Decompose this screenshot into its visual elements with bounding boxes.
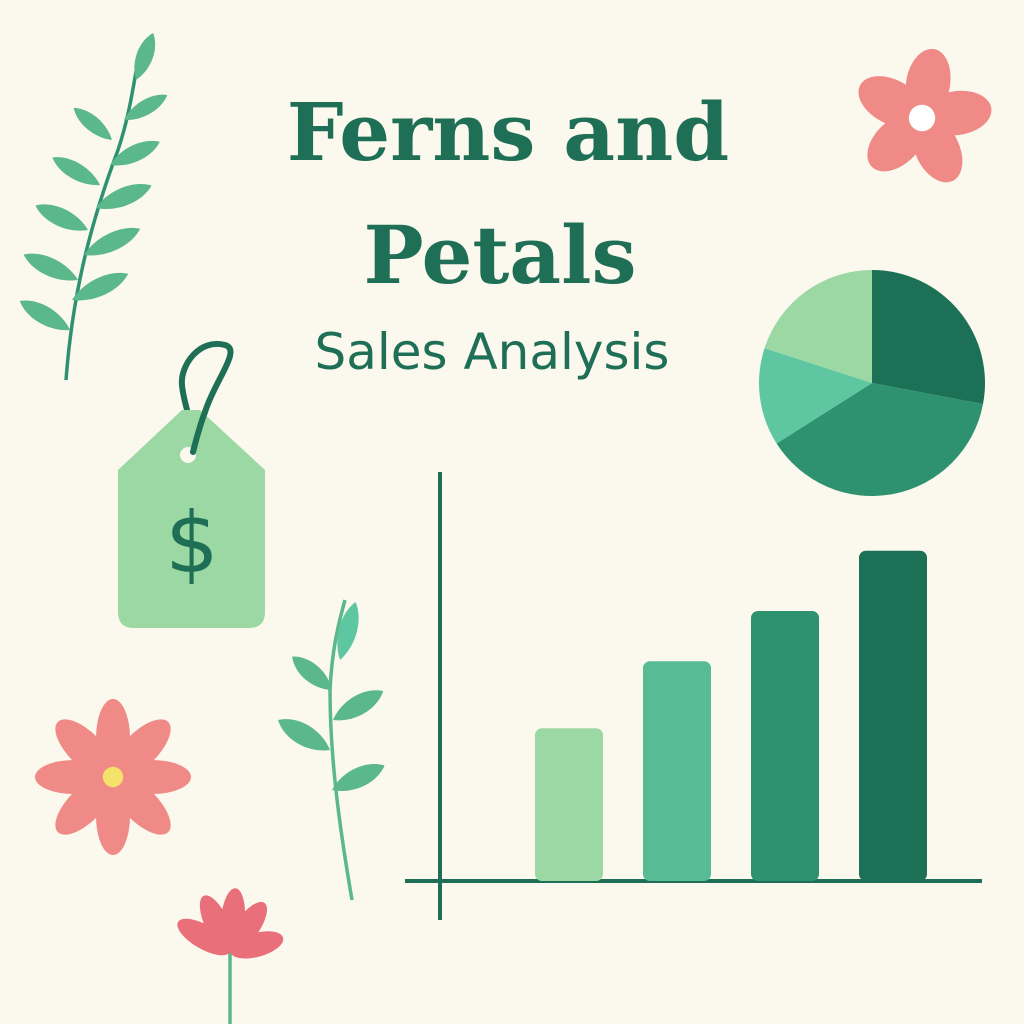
flower-icon — [177, 888, 284, 1024]
bar — [859, 550, 927, 881]
bar — [535, 728, 603, 881]
pie-slice — [872, 270, 985, 405]
bar — [643, 661, 711, 881]
bar-chart — [405, 472, 982, 920]
pie-chart — [759, 270, 985, 497]
flower-icon — [858, 48, 992, 183]
flower-icon — [35, 699, 191, 855]
bar — [751, 611, 819, 881]
pie-slice — [776, 383, 983, 497]
dollar-sign-icon: $ — [165, 494, 218, 592]
page-title-line-2: Petals — [363, 208, 637, 302]
price-tag-icon: $ — [118, 340, 265, 628]
pie-slice — [759, 348, 872, 444]
page-title-line-1: Ferns and — [286, 85, 730, 179]
page-subtitle: Sales Analysis — [314, 323, 670, 381]
pie-slice — [764, 270, 872, 383]
sprig-icon — [278, 599, 385, 901]
fern-leaf-icon — [19, 33, 168, 381]
